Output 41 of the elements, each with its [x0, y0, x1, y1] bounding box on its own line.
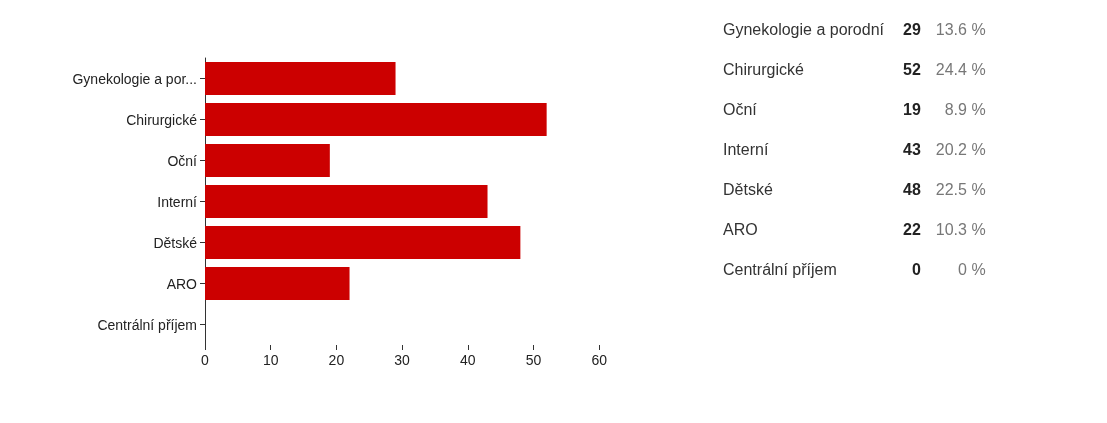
bar — [205, 185, 488, 218]
y-tick-label: Chirurgické — [126, 111, 198, 128]
category-label: Chirurgické — [722, 60, 805, 80]
x-tick-label: 30 — [394, 352, 411, 368]
y-tick-label: Oční — [167, 152, 198, 169]
data-label: 52 — [902, 60, 922, 80]
bar — [205, 103, 547, 136]
data-label: 29 — [902, 20, 922, 40]
category-label: Centrální příjem — [722, 260, 838, 280]
data-label: 24.4 % — [934, 60, 987, 80]
x-tick-label: 20 — [328, 352, 345, 368]
x-tick-label: 40 — [460, 352, 476, 368]
category-label: Oční — [722, 100, 758, 120]
category-label: ARO — [722, 220, 759, 240]
y-tick-label: Centrální příjem — [97, 316, 197, 333]
category-label: Dětské — [722, 180, 774, 200]
data-label: 13.6 % — [934, 20, 987, 40]
y-tick-label: ARO — [166, 275, 198, 292]
bar — [205, 62, 396, 95]
data-label: 22 — [902, 220, 922, 240]
bar — [205, 144, 330, 177]
category-label: Gynekologie a porodní — [722, 20, 885, 40]
data-label: 22.5 % — [934, 180, 987, 200]
y-tick-label: Dětské — [153, 234, 198, 251]
category-label: Interní — [722, 140, 770, 160]
data-label: 10.3 % — [934, 220, 987, 240]
data-label: 8.9 % — [943, 100, 987, 120]
y-tick-label: Interní — [157, 193, 198, 210]
x-tick-label: 0 — [201, 352, 210, 368]
data-label: 43 — [902, 140, 922, 160]
x-tick-label: 10 — [262, 352, 279, 368]
data-label: 19 — [902, 100, 922, 120]
data-label: 20.2 % — [934, 140, 987, 160]
data-label: 0 — [910, 260, 922, 280]
y-tick-label: Gynekologie a por... — [72, 70, 197, 87]
bar — [205, 226, 521, 259]
x-tick-label: 60 — [591, 352, 608, 368]
x-tick-label: 50 — [525, 352, 542, 368]
data-label: 0 % — [957, 260, 987, 280]
bar — [205, 267, 350, 300]
data-label: 48 — [902, 180, 922, 200]
